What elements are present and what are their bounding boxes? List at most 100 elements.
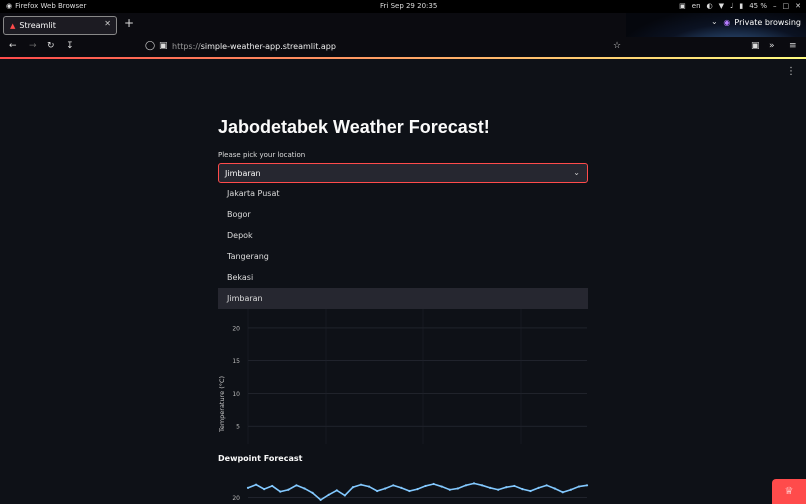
controller-icon: ▣ — [679, 2, 686, 10]
forward-icon[interactable]: → — [29, 41, 37, 51]
url-bar[interactable]: https://simple-weather-app.streamlit.app — [172, 42, 336, 51]
option-jimbaran[interactable]: Jimbaran — [218, 288, 588, 309]
theme-background — [626, 13, 806, 37]
dewpoint-point — [271, 484, 274, 488]
dewpoint-point — [359, 483, 363, 486]
option-jakarta-pusat[interactable]: Jakarta Pusat — [227, 189, 280, 198]
option-tangerang[interactable]: Tangerang — [227, 252, 269, 261]
streamlit-crown-icon[interactable]: ♕ — [772, 479, 806, 504]
option-depok[interactable]: Depok — [227, 231, 253, 240]
dewpoint-point — [448, 488, 451, 491]
dewpoint-point — [287, 488, 290, 491]
y-tick-label: 5 — [236, 424, 240, 431]
lock-icon[interactable]: ▣ — [159, 41, 168, 51]
private-browsing-indicator: ◉ Private browsing — [723, 18, 801, 27]
main-menu-icon[interactable]: ⋮ — [786, 66, 796, 77]
dewpoint-point — [311, 491, 314, 494]
option-bekasi[interactable]: Bekasi — [227, 273, 254, 282]
dewpoint-point — [577, 485, 581, 488]
dewpoint-point — [424, 484, 427, 488]
app-menu[interactable]: ◉ Firefox Web Browser — [6, 2, 86, 10]
app-menu-icon[interactable]: ≡ — [789, 41, 797, 51]
new-tab-button[interactable]: + — [124, 16, 135, 30]
minimize-icon[interactable]: – — [773, 2, 777, 10]
navigation-toolbar: ← → ↻ ↧ ◯ ▣ https://simple-weather-app.s… — [0, 37, 806, 58]
dewpoint-point — [489, 486, 492, 489]
system-tray[interactable]: ▣ en ◐ ▼ ♩ ▮ 45 % – □ ✕ — [679, 2, 801, 10]
dewpoint-point — [432, 482, 435, 486]
dewpoint-point — [400, 486, 403, 489]
dewpoint-point — [440, 485, 443, 488]
dewpoint-point — [569, 488, 572, 491]
volume-icon: ♩ — [730, 2, 734, 10]
back-icon[interactable]: ← — [9, 41, 17, 51]
close-tab-icon[interactable]: ✕ — [104, 19, 111, 28]
list-tabs-icon[interactable]: ⌄ — [711, 17, 718, 26]
dewpoint-point — [392, 484, 395, 487]
overflow-chevron-icon[interactable]: » — [769, 41, 775, 51]
dewpoint-point — [416, 488, 419, 491]
streamlit-page: ⋮ Jabodetabek Weather Forecast! Please p… — [0, 59, 806, 504]
dewpoint-point — [303, 487, 306, 490]
dewpoint-point — [513, 484, 516, 488]
dewpoint-point — [384, 487, 387, 490]
dewpoint-point — [505, 486, 508, 489]
dewpoint-point — [343, 494, 346, 497]
y-tick-label: 10 — [232, 391, 240, 398]
y-axis-label: Temperature (°C) — [218, 376, 226, 433]
dewpoint-point — [456, 487, 459, 490]
downloads-icon[interactable]: ↧ — [66, 41, 74, 51]
dewpoint-title: Dewpoint Forecast — [218, 454, 303, 463]
selected-location: Jimbaran — [225, 168, 261, 178]
firefox-icon: ◉ — [6, 2, 13, 10]
private-mask-icon: ◉ — [723, 18, 731, 27]
location-label: Please pick your location — [218, 151, 306, 159]
dewpoint-point — [585, 484, 589, 487]
dewpoint-point — [263, 488, 266, 491]
dewpoint-point — [561, 491, 564, 494]
dewpoint-point — [327, 493, 330, 496]
tab-bar: ▲ Streamlit ✕ + ⌄ ◉ Private browsing — [0, 13, 806, 37]
y-tick-label: 20 — [232, 495, 240, 502]
streamlit-favicon-icon: ▲ — [10, 21, 16, 30]
dewpoint-point — [472, 482, 476, 485]
y-tick-label: 15 — [232, 358, 240, 365]
dewpoint-point — [529, 489, 532, 493]
y-tick-label: 20 — [232, 325, 240, 332]
close-window-icon[interactable]: ✕ — [795, 2, 801, 10]
dewpoint-point — [295, 484, 298, 487]
option-bogor[interactable]: Bogor — [227, 210, 251, 219]
tab-streamlit[interactable]: ▲ Streamlit ✕ — [3, 16, 117, 35]
dewpoint-point — [464, 484, 468, 487]
private-label: Private browsing — [734, 18, 801, 27]
url-protocol: https:// — [172, 42, 201, 51]
dewpoint-point — [553, 487, 556, 490]
dewpoint-point — [497, 488, 500, 491]
dewpoint-point — [521, 488, 524, 491]
tab-title: Streamlit — [19, 21, 56, 30]
dewpoint-point — [408, 489, 411, 493]
app-name: Firefox Web Browser — [15, 2, 87, 10]
chevron-down-icon[interactable]: ⌄ — [573, 168, 580, 177]
clock[interactable]: Fri Sep 29 20:35 — [380, 2, 438, 10]
system-top-bar: ◉ Firefox Web Browser Fri Sep 29 20:35 ▣… — [0, 0, 806, 13]
dewpoint-chart[interactable]: 20 — [218, 472, 598, 504]
dewpoint-point — [246, 486, 250, 489]
dewpoint-point — [537, 486, 540, 489]
screen-icon: ◐ — [706, 2, 713, 10]
temperature-chart[interactable]: 051015202529 - September01 - October03 -… — [218, 304, 598, 444]
dewpoint-point — [279, 490, 282, 493]
language-indicator[interactable]: en — [691, 2, 701, 10]
dewpoint-point — [351, 486, 355, 489]
dewpoint-point — [480, 484, 484, 487]
tracking-shield-icon[interactable]: ◯ — [145, 41, 156, 51]
maximize-icon[interactable]: □ — [782, 2, 790, 10]
dewpoint-point — [545, 484, 548, 487]
streamlit-accent-bar — [0, 57, 806, 59]
bookmark-star-icon[interactable]: ☆ — [613, 41, 622, 51]
location-dropdown-menu: Jakarta Pusat Bogor Depok Tangerang Beka… — [218, 183, 588, 309]
reload-icon[interactable]: ↻ — [47, 41, 55, 51]
location-select[interactable]: Jimbaran ⌄ — [218, 163, 588, 183]
wifi-icon: ▼ — [718, 2, 725, 10]
extensions-icon[interactable]: ▣ — [751, 41, 760, 51]
